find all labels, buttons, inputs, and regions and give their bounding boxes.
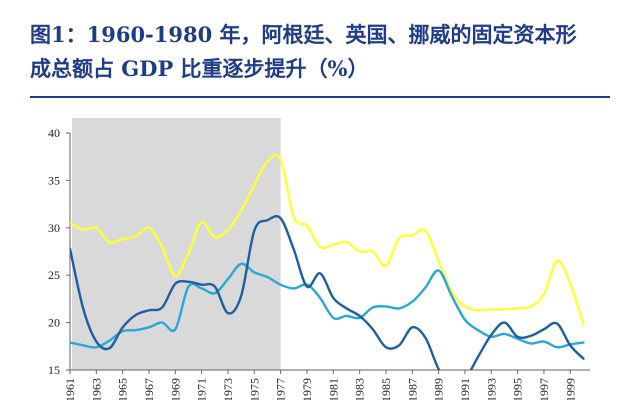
y-tick-label: 15 — [48, 363, 60, 377]
shaded-period — [72, 118, 281, 370]
x-tick-label: 1985 — [379, 378, 393, 400]
x-tick-label: 1977 — [274, 378, 288, 400]
chart-title-line-1: 图1：1960-1980 年，阿根廷、英国、挪威的固定资本形 — [30, 22, 577, 47]
shaded-period-layer — [72, 118, 281, 370]
x-tick-label: 1969 — [168, 378, 182, 400]
title-rule — [30, 96, 610, 98]
chart-title: 图1：1960-1980 年，阿根廷、英国、挪威的固定资本形 成总额占 GDP … — [30, 18, 610, 86]
series-layer — [70, 153, 585, 370]
series-line-1 — [70, 215, 585, 370]
chart-title-line-2: 成总额占 GDP 比重逐步提升（%） — [30, 56, 369, 81]
x-tick-label: 1965 — [116, 378, 130, 400]
x-tick-label: 1979 — [300, 378, 314, 400]
series-line-2 — [70, 153, 585, 326]
y-tick-label: 40 — [48, 126, 60, 140]
x-tick-label: 1987 — [405, 378, 419, 400]
tick-labels: 15 20 25 30 35 40 1961 1963 1965 1967 1969 1971 1973… — [48, 126, 577, 400]
x-tick-label: 1975 — [247, 378, 261, 400]
x-tick-label: 1967 — [142, 378, 156, 400]
x-tick-label: 1989 — [432, 378, 446, 400]
x-tick-label: 1991 — [458, 378, 472, 400]
x-tick-label: 1981 — [326, 378, 340, 400]
x-tick-label: 1999 — [563, 378, 577, 400]
x-tick-label: 1961 — [63, 378, 77, 400]
x-tick-label: 1997 — [537, 378, 551, 400]
x-tick-label: 1971 — [195, 378, 209, 400]
y-tick-label: 25 — [48, 268, 60, 282]
x-tick-label: 1963 — [89, 378, 103, 400]
x-tick-label: 1995 — [511, 378, 525, 400]
x-tick-label: 1983 — [353, 378, 367, 400]
y-tick-label: 30 — [48, 221, 60, 235]
y-tick-label: 20 — [48, 316, 60, 330]
x-tick-label: 1993 — [484, 378, 498, 400]
y-tick-label: 35 — [48, 173, 60, 187]
series-line-3 — [70, 262, 585, 349]
x-tick-label: 1973 — [221, 378, 235, 400]
